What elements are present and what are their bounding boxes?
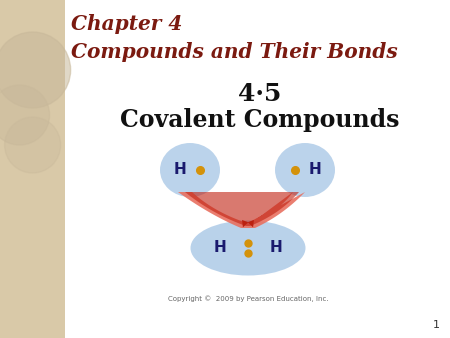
- Text: Chapter 4: Chapter 4: [71, 14, 183, 34]
- Polygon shape: [178, 192, 305, 228]
- Circle shape: [0, 85, 50, 145]
- Text: H: H: [270, 241, 283, 256]
- Text: 4·5: 4·5: [238, 82, 282, 106]
- Text: Copyright ©  2009 by Pearson Education, Inc.: Copyright © 2009 by Pearson Education, I…: [168, 295, 328, 302]
- Text: Compounds and Their Bonds: Compounds and Their Bonds: [71, 42, 398, 62]
- Bar: [0, 0, 65, 338]
- Text: 1: 1: [433, 320, 440, 330]
- Polygon shape: [185, 192, 299, 226]
- Text: H: H: [309, 163, 321, 177]
- Text: H: H: [214, 241, 226, 256]
- Circle shape: [0, 32, 71, 108]
- Text: Covalent Compounds: Covalent Compounds: [120, 108, 400, 132]
- Ellipse shape: [160, 143, 220, 197]
- Circle shape: [4, 117, 61, 173]
- Ellipse shape: [275, 143, 335, 197]
- Text: H: H: [174, 163, 186, 177]
- Ellipse shape: [190, 220, 306, 275]
